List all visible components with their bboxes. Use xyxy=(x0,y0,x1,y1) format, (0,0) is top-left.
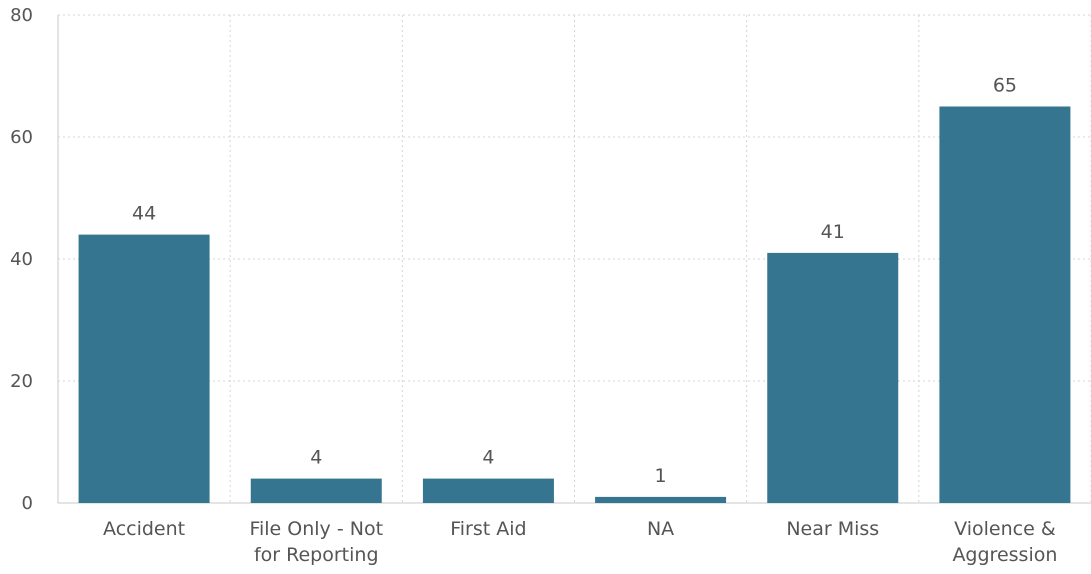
y-tick-label: 0 xyxy=(22,493,33,514)
bar-layer xyxy=(78,106,1071,504)
data-label: 4 xyxy=(310,447,322,469)
bar[interactable] xyxy=(767,252,899,503)
x-tick-label: File Only - Not for Reporting xyxy=(249,518,383,566)
x-tick-label: Near Miss xyxy=(786,518,879,540)
data-label: 65 xyxy=(993,75,1017,97)
data-label: 44 xyxy=(132,203,156,225)
grid-layer xyxy=(58,14,1091,503)
axis-layer xyxy=(57,15,1091,504)
x-tick-label: First Aid xyxy=(450,518,526,540)
bar[interactable] xyxy=(422,478,554,503)
bar[interactable] xyxy=(595,496,727,503)
x-tick-label: Violence & Aggression xyxy=(952,518,1057,566)
y-tick-label: 60 xyxy=(10,127,33,148)
label-layer: 0 20 40 60 80 44 Accident 4 File Only - Not for R… xyxy=(10,5,1057,566)
data-label: 1 xyxy=(655,465,667,487)
x-tick-label: Accident xyxy=(103,518,185,540)
bar[interactable] xyxy=(939,106,1071,504)
x-tick-label: NA xyxy=(647,518,674,540)
bar[interactable] xyxy=(78,234,210,503)
y-tick-label: 20 xyxy=(10,371,33,392)
data-label: 41 xyxy=(821,221,845,243)
y-tick-label: 40 xyxy=(10,249,33,270)
bar[interactable] xyxy=(250,478,382,503)
y-tick-label: 80 xyxy=(10,5,33,26)
data-label: 4 xyxy=(482,447,494,469)
